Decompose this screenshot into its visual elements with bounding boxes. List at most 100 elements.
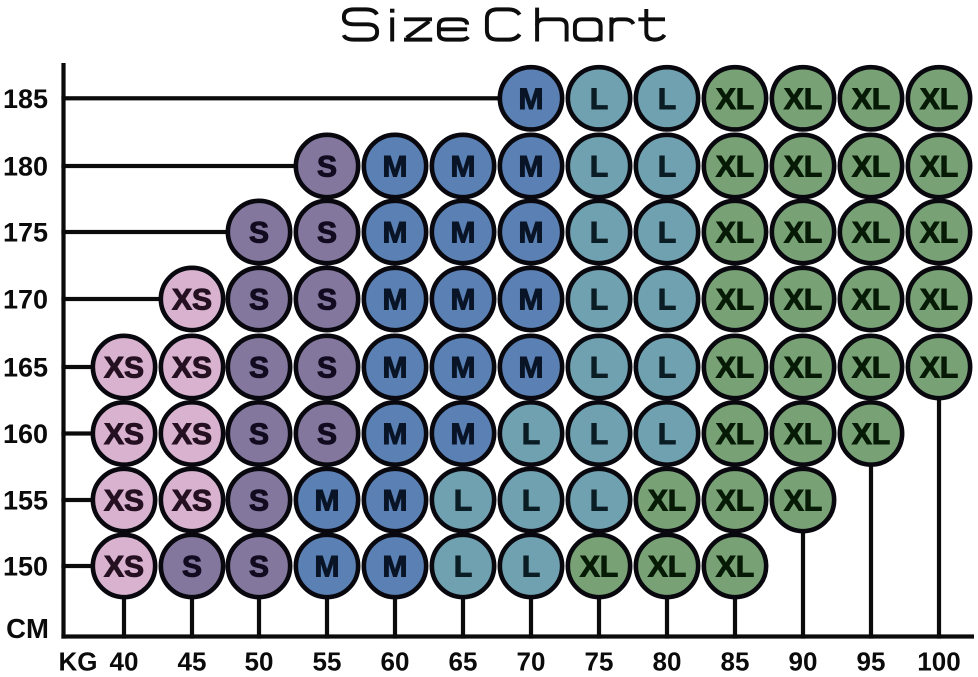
svg-text:XL: XL (852, 83, 890, 116)
svg-text:L: L (522, 485, 540, 518)
svg-text:L: L (522, 551, 540, 584)
svg-text:L: L (522, 418, 540, 451)
svg-text:S: S (249, 485, 269, 518)
svg-text:60: 60 (381, 647, 410, 677)
svg-text:XL: XL (920, 284, 958, 317)
svg-text:M: M (383, 418, 408, 451)
svg-text:50: 50 (245, 647, 274, 677)
svg-text:M: M (451, 352, 476, 385)
svg-text:170: 170 (3, 285, 48, 315)
svg-text:55: 55 (313, 647, 342, 677)
svg-text:S: S (182, 551, 202, 584)
svg-text:XL: XL (716, 418, 754, 451)
svg-text:KG: KG (59, 647, 98, 677)
svg-text:XL: XL (784, 217, 822, 250)
svg-text:XL: XL (784, 485, 822, 518)
svg-text:175: 175 (3, 218, 48, 248)
svg-text:XL: XL (784, 352, 822, 385)
svg-text:XL: XL (784, 151, 822, 184)
svg-text:L: L (658, 83, 676, 116)
svg-text:XL: XL (716, 284, 754, 317)
svg-text:XL: XL (852, 284, 890, 317)
svg-text:M: M (519, 284, 544, 317)
svg-text:150: 150 (3, 552, 48, 582)
svg-text:S: S (249, 217, 269, 250)
svg-text:XS: XS (172, 485, 212, 518)
svg-text:M: M (383, 284, 408, 317)
svg-text:90: 90 (789, 647, 818, 677)
svg-text:95: 95 (857, 647, 886, 677)
svg-text:XL: XL (784, 284, 822, 317)
svg-text:85: 85 (721, 647, 750, 677)
svg-text:XL: XL (716, 217, 754, 250)
svg-text:S: S (249, 418, 269, 451)
svg-text:160: 160 (3, 419, 48, 449)
svg-text:M: M (383, 151, 408, 184)
svg-text:70: 70 (517, 647, 546, 677)
svg-text:XL: XL (716, 352, 754, 385)
svg-text:XL: XL (716, 83, 754, 116)
svg-text:S: S (249, 352, 269, 385)
svg-text:XL: XL (852, 217, 890, 250)
svg-text:XL: XL (852, 151, 890, 184)
svg-text:XS: XS (104, 551, 144, 584)
svg-text:XL: XL (580, 551, 618, 584)
svg-text:L: L (454, 551, 472, 584)
svg-text:XL: XL (648, 485, 686, 518)
svg-text:180: 180 (3, 152, 48, 182)
svg-text:L: L (590, 217, 608, 250)
svg-text:M: M (315, 551, 340, 584)
svg-text:XL: XL (920, 151, 958, 184)
svg-text:M: M (519, 83, 544, 116)
svg-text:S: S (317, 284, 337, 317)
svg-text:L: L (590, 284, 608, 317)
svg-text:XL: XL (852, 352, 890, 385)
svg-text:M: M (519, 352, 544, 385)
svg-text:L: L (590, 485, 608, 518)
svg-text:S: S (317, 151, 337, 184)
svg-text:80: 80 (653, 647, 682, 677)
svg-text:L: L (590, 151, 608, 184)
svg-text:M: M (451, 418, 476, 451)
svg-text:XL: XL (920, 217, 958, 250)
svg-text:L: L (658, 352, 676, 385)
svg-text:XL: XL (920, 83, 958, 116)
svg-text:S: S (317, 352, 337, 385)
svg-text:XS: XS (172, 418, 212, 451)
svg-text:S: S (317, 418, 337, 451)
svg-text:M: M (451, 151, 476, 184)
svg-text:S: S (249, 551, 269, 584)
svg-text:M: M (383, 217, 408, 250)
svg-text:XL: XL (648, 551, 686, 584)
svg-text:L: L (590, 83, 608, 116)
svg-text:XL: XL (716, 151, 754, 184)
svg-text:L: L (454, 485, 472, 518)
svg-text:L: L (590, 352, 608, 385)
svg-text:XL: XL (716, 551, 754, 584)
svg-text:M: M (451, 217, 476, 250)
svg-text:L: L (658, 151, 676, 184)
svg-text:XS: XS (172, 352, 212, 385)
svg-text:XL: XL (920, 352, 958, 385)
svg-text:M: M (315, 485, 340, 518)
svg-text:M: M (383, 551, 408, 584)
svg-text:S: S (249, 284, 269, 317)
svg-text:155: 155 (3, 486, 48, 516)
svg-text:L: L (658, 217, 676, 250)
svg-text:165: 165 (3, 353, 48, 383)
svg-text:100: 100 (917, 647, 960, 677)
svg-text:XL: XL (716, 485, 754, 518)
svg-text:M: M (383, 485, 408, 518)
svg-text:45: 45 (178, 647, 207, 677)
svg-text:L: L (590, 418, 608, 451)
svg-text:CM: CM (6, 613, 49, 644)
svg-text:XS: XS (172, 284, 212, 317)
svg-text:XS: XS (104, 352, 144, 385)
svg-text:M: M (383, 352, 408, 385)
svg-text:L: L (658, 284, 676, 317)
svg-text:M: M (519, 217, 544, 250)
svg-text:S: S (317, 217, 337, 250)
svg-text:185: 185 (3, 84, 48, 114)
svg-text:XL: XL (784, 418, 822, 451)
svg-text:XS: XS (104, 418, 144, 451)
